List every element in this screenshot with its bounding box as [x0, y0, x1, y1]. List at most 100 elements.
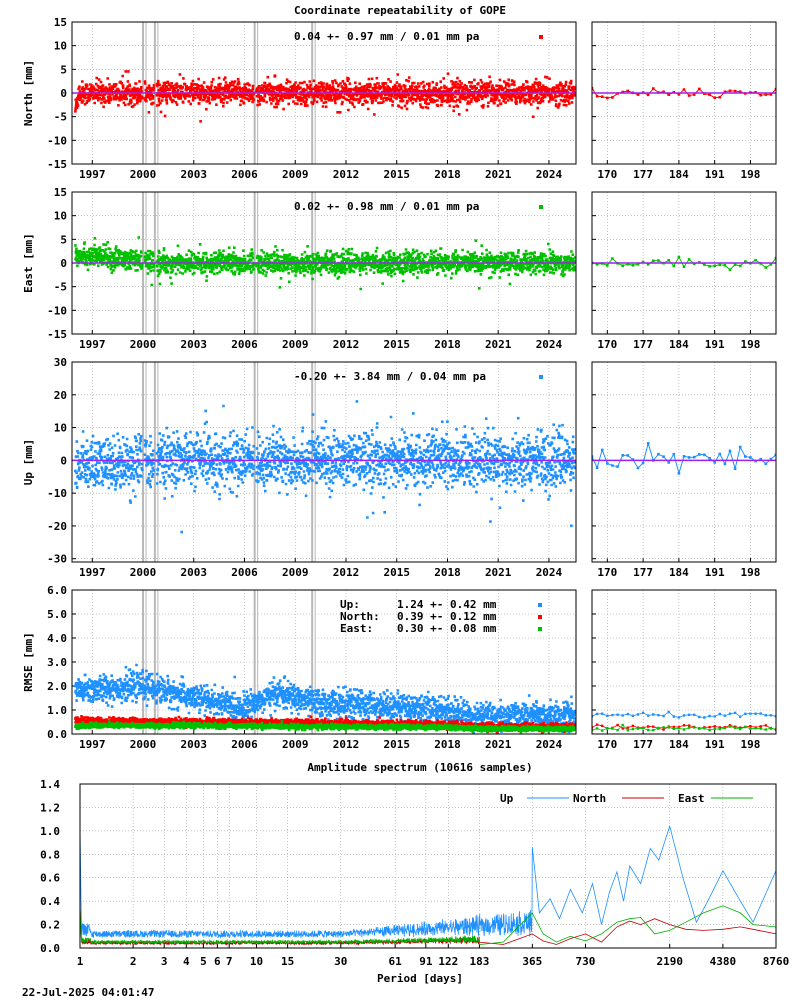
- spectrum-ytick-label: 1.4: [40, 778, 60, 791]
- figure-timestamp: 22-Jul-2025 04:01:47: [22, 986, 154, 999]
- up-main-xtick-label: 1997: [79, 566, 106, 579]
- east-zoom-xtick-label: 184: [669, 338, 689, 351]
- up-zoom-xtick-label: 191: [705, 566, 725, 579]
- spectrum-ytick-label: 0.4: [40, 895, 60, 908]
- rmse-zoom-points: [592, 710, 776, 732]
- spectrum-xtick-label: 61: [389, 955, 403, 968]
- up-zoom-scatter: [592, 442, 776, 475]
- up-main-xtick-label: 2006: [231, 566, 258, 579]
- rmse-ylabel: RMSE [mm]: [22, 632, 35, 692]
- east-zoom-xtick-label: 177: [633, 338, 653, 351]
- north-scatter: [74, 70, 576, 123]
- north-legend-marker: [539, 35, 543, 39]
- up-ylabel: Up [mm]: [22, 439, 35, 485]
- rmse-main-xtick-label: 2015: [383, 738, 410, 751]
- spectrum-xtick-label: 1: [77, 955, 84, 968]
- up-main-ytick-label: 10: [54, 422, 67, 435]
- up-zoom-points: [592, 441, 776, 476]
- spectrum-xtick-label: 183: [469, 955, 489, 968]
- rmse-zoom-xtick-label: 191: [705, 738, 725, 751]
- spectrum-xtick-label: 4380: [710, 955, 737, 968]
- rmse-points: [74, 663, 576, 734]
- rmse-legend-value: 0.30 +- 0.08 mm: [397, 622, 497, 635]
- spectrum-ytick-label: 0.6: [40, 872, 60, 885]
- spectrum-xtick-label: 7: [226, 955, 233, 968]
- rmse-main-xtick-label: 1997: [79, 738, 106, 751]
- east-zoom-xtick-label: 198: [741, 338, 761, 351]
- east-main-xtick-label: 2015: [383, 338, 410, 351]
- north-zoom-xtick-label: 170: [597, 168, 617, 181]
- north-main-xtick-label: 1997: [79, 168, 106, 181]
- rmse-main-ytick-label: 3.0: [47, 656, 67, 669]
- up-main-ytick-label: 20: [54, 389, 67, 402]
- spectrum-ytick-label: 0.2: [40, 919, 60, 932]
- rmse-east-zoom-scatter: [592, 723, 776, 732]
- up-main-xtick-label: 2003: [181, 566, 208, 579]
- rmse-zoom-xtick-label: 184: [669, 738, 689, 751]
- east-main-ytick-label: -5: [54, 281, 67, 294]
- rmse-main-ytick-label: 6.0: [47, 584, 67, 597]
- north-zoom-scatter: [592, 86, 776, 100]
- spectrum-xtick-label: 730: [576, 955, 596, 968]
- north-main-xtick-label: 2003: [181, 168, 208, 181]
- up-panel: 1997 2000 2003 2006 2009 2012 2015 2018 2021 2024…: [22, 356, 777, 579]
- spectrum-up-line: [80, 824, 776, 939]
- rmse-legend-name: Up:: [340, 598, 360, 611]
- rmse-zoom-xtick-label: 177: [633, 738, 653, 751]
- up-zoom-xtick-label: 198: [741, 566, 761, 579]
- rmse-legend-marker: [538, 627, 542, 631]
- spectrum-xtick-label: 365: [522, 955, 542, 968]
- rmse-main-xtick-label: 2018: [434, 738, 461, 751]
- north-zoom-xtick-label: 191: [705, 168, 725, 181]
- figure-title: Coordinate repeatability of GOPE: [294, 4, 506, 17]
- east-main-xtick-label: 2024: [536, 338, 563, 351]
- east-ylabel: East [mm]: [22, 233, 35, 293]
- north-zoom-xtick-label: 177: [633, 168, 653, 181]
- north-main-xtick-label: 2024: [536, 168, 563, 181]
- spectrum-xtick-label: 2190: [656, 955, 683, 968]
- north-main-ytick-label: -15: [47, 158, 67, 171]
- up-main-border: [71, 361, 577, 563]
- rmse-legend-name: East:: [340, 622, 373, 635]
- up-main-ytick-label: -10: [47, 487, 67, 500]
- spectrum-xtick-label: 2: [130, 955, 137, 968]
- up-main-xtick-label: 2021: [485, 566, 512, 579]
- spectrum-xtick-label: 10: [250, 955, 263, 968]
- rmse-zoom-xtick-label: 198: [741, 738, 761, 751]
- spectrum-title: Amplitude spectrum (10616 samples): [307, 761, 532, 774]
- spectrum-ytick-label: 1.0: [40, 825, 60, 838]
- spectrum-xtick-label: 6: [214, 955, 221, 968]
- rmse-up-zoom-scatter: [592, 710, 776, 719]
- north-points: [74, 70, 576, 123]
- rmse-main-xtick-label: 2021: [485, 738, 512, 751]
- panels-group: 1997 2000 2003 2006 2009 2012 2015 2018 2021 2024…: [22, 16, 789, 985]
- spectrum-ytick-label: 0.8: [40, 848, 60, 861]
- east-main-xtick-label: 2000: [130, 338, 157, 351]
- north-panel: 1997 2000 2003 2006 2009 2012 2015 2018 2021 2024…: [22, 16, 777, 181]
- up-zoom-xtick-label: 170: [597, 566, 617, 579]
- spectrum-legend-north: North: [573, 792, 606, 805]
- east-main-xtick-label: 2012: [333, 338, 360, 351]
- rmse-main-ytick-label: 2.0: [47, 680, 67, 693]
- rmse-main-xtick-label: 2024: [536, 738, 563, 751]
- up-main-xtick-label: 2015: [383, 566, 410, 579]
- rmse-panel: 1997 2000 2003 2006 2009 2012 2015 2018 2021 2024…: [22, 584, 777, 751]
- up-main-ytick-label: -30: [47, 553, 67, 566]
- east-main-xtick-label: 2006: [231, 338, 258, 351]
- spectrum-lines: [80, 824, 776, 946]
- spectrum-panel: Amplitude spectrum (10616 samples)1 2 3 4 5 6…: [40, 761, 789, 985]
- north-main-ytick-label: 5: [60, 63, 67, 76]
- north-main-xtick-label: 2018: [434, 168, 461, 181]
- spectrum-legend-east: East: [678, 792, 705, 805]
- north-main-xtick-label: 2012: [333, 168, 360, 181]
- north-main-xtick-label: 2000: [130, 168, 157, 181]
- up-main-xtick-label: 2009: [282, 566, 309, 579]
- up-main-xtick-label: 2018: [434, 566, 461, 579]
- rmse-main-xtick-label: 2009: [282, 738, 309, 751]
- north-main-ytick-label: 15: [54, 16, 67, 29]
- rmse-legend-name: North:: [340, 610, 380, 623]
- east-zoom-xtick-label: 170: [597, 338, 617, 351]
- spectrum-xtick-label: 30: [334, 955, 347, 968]
- east-main-xtick-label: 2003: [181, 338, 208, 351]
- north-main-ytick-label: -10: [47, 134, 67, 147]
